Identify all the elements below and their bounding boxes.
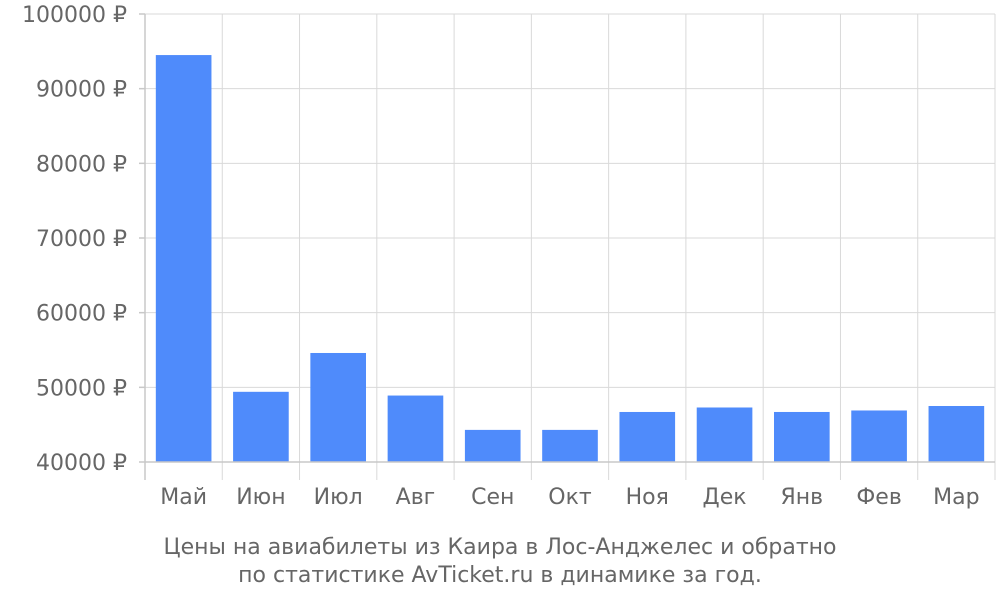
bar-11 bbox=[928, 406, 985, 462]
labels-layer: 100000 ₽ 90000 ₽ 80000 ₽ 70000 ₽ 60000 ₽ 5000… bbox=[22, 3, 980, 510]
y-tick-label: 100000 ₽ bbox=[22, 3, 127, 28]
x-tick-label: Авг bbox=[396, 485, 436, 510]
x-tick-label: Ноя bbox=[626, 485, 669, 510]
bar-2 bbox=[233, 391, 289, 462]
x-tick-label: Июл bbox=[314, 485, 363, 510]
x-tick-label: Окт bbox=[548, 485, 592, 510]
y-tick-label: 40000 ₽ bbox=[36, 451, 127, 476]
x-tick-label: Май bbox=[160, 485, 207, 510]
chart-caption-line-1: Цены на авиабилеты из Каира в Лос-Анджел… bbox=[163, 535, 837, 560]
bars-layer bbox=[155, 55, 985, 463]
bar-6 bbox=[542, 429, 598, 462]
x-tick-label: Фев bbox=[856, 485, 901, 510]
x-tick-label: Сен bbox=[471, 485, 514, 510]
bar-7 bbox=[619, 411, 676, 462]
bar-3 bbox=[310, 352, 366, 462]
bar-5 bbox=[464, 429, 521, 462]
x-tick-label: Дек bbox=[703, 485, 747, 510]
y-tick-label: 90000 ₽ bbox=[36, 78, 127, 103]
x-tick-label: Янв bbox=[780, 485, 823, 510]
bar-8 bbox=[696, 407, 753, 462]
bar-9 bbox=[774, 411, 830, 462]
y-tick-label: 80000 ₽ bbox=[36, 152, 127, 177]
bar-1 bbox=[155, 55, 212, 463]
chart-caption-line-2: по статистике AvTicket.ru в динамике за … bbox=[238, 563, 762, 588]
x-tick-label: Июн bbox=[236, 485, 285, 510]
x-tick-label: Мар bbox=[933, 485, 979, 510]
axis-layer bbox=[144, 14, 995, 480]
bar-4 bbox=[387, 395, 444, 462]
y-tick-label: 60000 ₽ bbox=[36, 302, 127, 327]
bar-10 bbox=[851, 410, 907, 462]
y-tick-label: 70000 ₽ bbox=[36, 227, 127, 252]
y-tick-label: 50000 ₽ bbox=[36, 376, 127, 401]
